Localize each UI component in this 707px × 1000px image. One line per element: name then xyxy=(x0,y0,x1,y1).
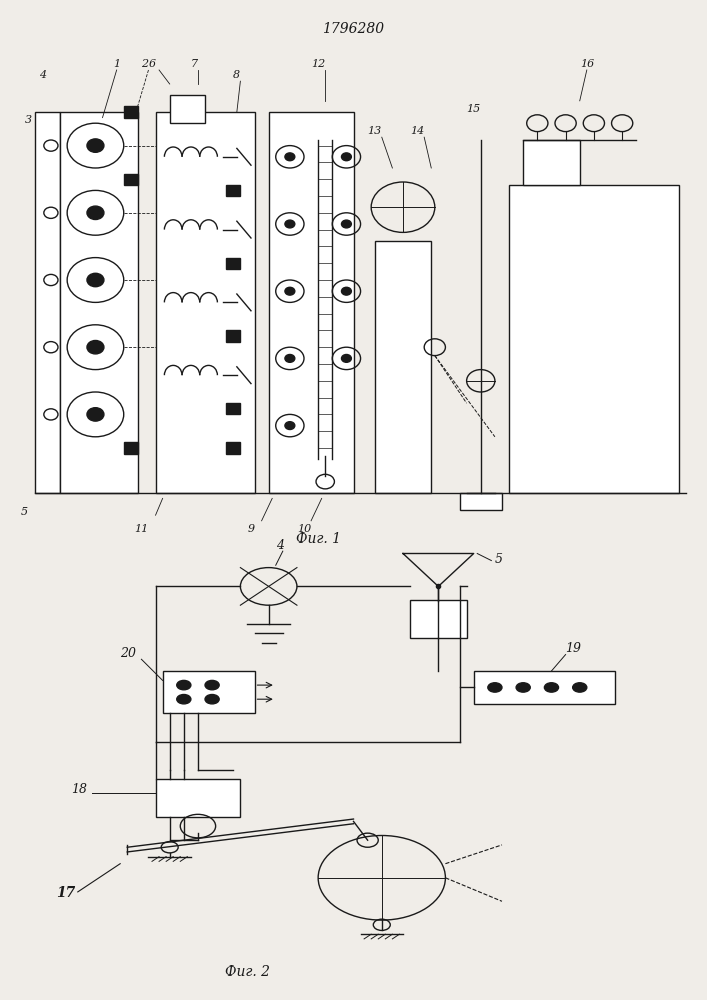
Circle shape xyxy=(285,287,295,295)
Bar xyxy=(226,258,240,269)
Circle shape xyxy=(285,354,295,362)
Circle shape xyxy=(285,220,295,228)
Text: 5: 5 xyxy=(495,553,503,566)
Text: 9: 9 xyxy=(247,524,255,534)
Text: 12: 12 xyxy=(311,59,325,69)
Bar xyxy=(163,671,255,713)
Text: 1: 1 xyxy=(113,59,120,69)
Text: 16: 16 xyxy=(580,59,594,69)
Text: 18: 18 xyxy=(71,783,87,796)
Text: 11: 11 xyxy=(134,524,148,534)
Circle shape xyxy=(516,683,530,692)
Bar xyxy=(509,185,679,493)
Bar xyxy=(226,330,240,342)
Circle shape xyxy=(341,153,351,161)
Text: Фиг. 1: Фиг. 1 xyxy=(296,532,341,546)
Circle shape xyxy=(341,287,351,295)
Circle shape xyxy=(87,273,104,287)
Text: 2: 2 xyxy=(141,59,148,69)
Circle shape xyxy=(488,683,502,692)
Circle shape xyxy=(573,683,587,692)
Text: 20: 20 xyxy=(120,647,136,660)
Circle shape xyxy=(341,354,351,362)
Bar xyxy=(474,671,615,704)
Bar xyxy=(156,779,240,817)
Bar xyxy=(226,442,240,454)
Bar xyxy=(170,95,205,123)
Text: 1796280: 1796280 xyxy=(322,22,385,36)
Text: 8: 8 xyxy=(233,70,240,80)
Bar xyxy=(124,174,138,185)
Text: 4: 4 xyxy=(39,70,46,80)
Bar xyxy=(156,112,255,493)
Text: 5: 5 xyxy=(21,507,28,517)
Bar xyxy=(60,112,138,493)
Text: 13: 13 xyxy=(368,126,382,136)
Bar xyxy=(226,403,240,414)
Bar xyxy=(269,112,354,493)
Bar xyxy=(124,106,138,118)
Text: 17: 17 xyxy=(57,886,76,900)
Circle shape xyxy=(177,680,191,690)
Circle shape xyxy=(205,680,219,690)
Circle shape xyxy=(87,206,104,220)
Bar xyxy=(410,600,467,638)
Bar xyxy=(460,493,502,510)
Text: 19: 19 xyxy=(566,642,582,655)
Text: 6: 6 xyxy=(148,59,156,69)
Text: 14: 14 xyxy=(410,126,424,136)
Circle shape xyxy=(87,408,104,421)
Bar xyxy=(35,112,60,493)
Text: 10: 10 xyxy=(297,524,311,534)
Bar xyxy=(375,241,431,493)
Circle shape xyxy=(205,694,219,704)
Circle shape xyxy=(285,422,295,430)
Bar xyxy=(226,185,240,196)
Circle shape xyxy=(341,220,351,228)
Circle shape xyxy=(285,153,295,161)
Circle shape xyxy=(87,340,104,354)
Circle shape xyxy=(544,683,559,692)
Circle shape xyxy=(87,139,104,152)
Bar xyxy=(124,442,138,454)
Text: 7: 7 xyxy=(191,59,198,69)
Text: 3: 3 xyxy=(25,115,32,125)
Bar xyxy=(523,140,580,185)
Text: Фиг. 2: Фиг. 2 xyxy=(225,966,270,980)
Circle shape xyxy=(177,694,191,704)
Text: 15: 15 xyxy=(467,104,481,114)
Text: 4: 4 xyxy=(276,539,284,552)
